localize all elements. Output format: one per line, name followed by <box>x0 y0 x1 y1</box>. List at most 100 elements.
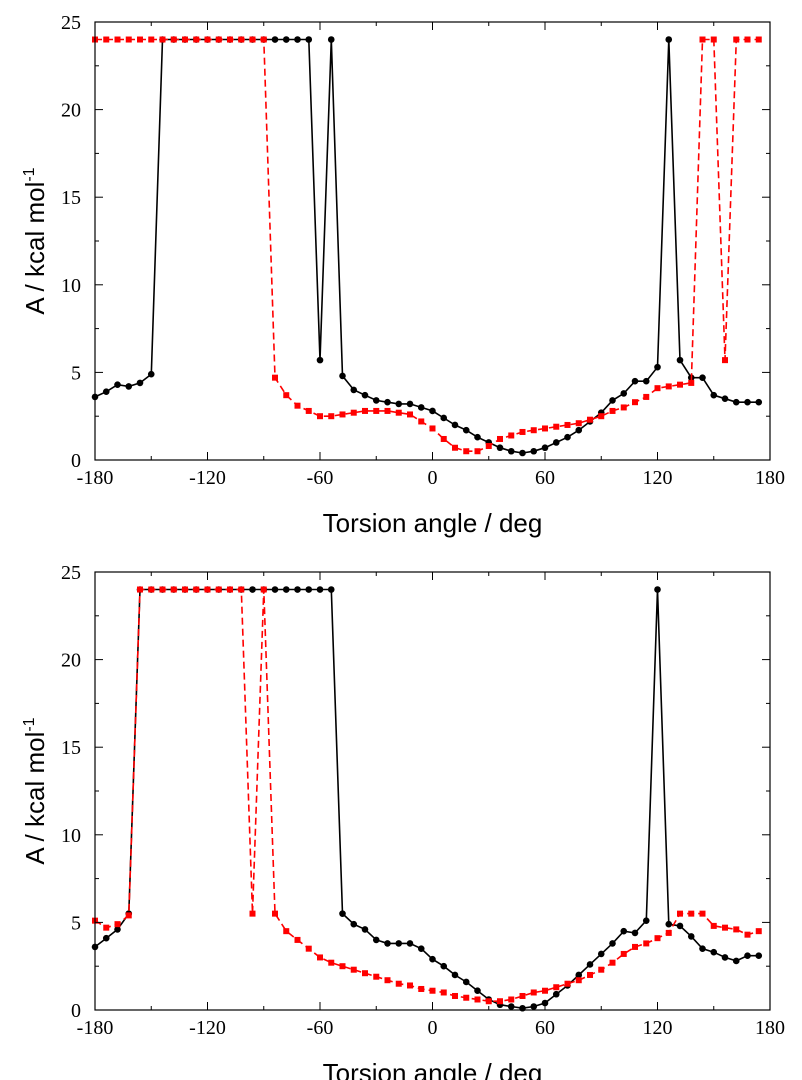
y-tick-label: 10 <box>61 825 81 847</box>
series-0-point <box>519 449 526 457</box>
series-1-point <box>733 36 740 43</box>
series-0-point <box>406 940 414 947</box>
series-1-point <box>407 411 413 418</box>
series-1-point <box>114 921 121 928</box>
series-0-point <box>282 586 290 593</box>
series-0-point <box>451 421 459 429</box>
series-1-point <box>193 586 200 593</box>
series-1-point <box>722 357 728 364</box>
series-0-point <box>507 1003 515 1010</box>
series-1-point <box>643 940 650 947</box>
series-0-point <box>136 379 144 387</box>
series-1-point <box>215 586 222 593</box>
series-0-point <box>125 383 133 390</box>
series-1-point <box>193 36 200 43</box>
series-1-point <box>339 963 346 970</box>
series-1-point <box>632 399 638 406</box>
series-0-point <box>440 414 448 422</box>
series-1-point <box>620 404 627 411</box>
y-axis-title-superscript: -1 <box>21 167 38 181</box>
series-0-point <box>384 398 391 406</box>
plot-frame <box>94 571 771 1011</box>
series-1-point <box>688 379 695 386</box>
series-1-point <box>609 959 616 966</box>
series-1-point <box>497 998 503 1005</box>
series-1-point <box>328 413 335 420</box>
series-1-point <box>283 928 290 935</box>
series-0-point <box>417 404 425 411</box>
series-1-point <box>474 448 481 455</box>
series-1-point <box>204 36 211 43</box>
series-0-point <box>327 586 335 593</box>
series-1-point <box>553 984 560 991</box>
series-0-point <box>721 395 729 402</box>
x-tick-label: -180 <box>77 467 114 489</box>
series-0-point <box>755 398 763 406</box>
series-0-point <box>316 586 324 593</box>
series-0-point <box>249 586 256 593</box>
bottom-chart: -180 -120 -60 0 60 120 180 0 5 10 15 20 25 Torsion an… <box>20 562 785 1080</box>
series-1-point <box>508 432 515 439</box>
series-1-point <box>182 36 188 43</box>
y-tick-label: 20 <box>61 100 81 122</box>
x-tick-label: 0 <box>428 467 438 489</box>
x-tick-label: 60 <box>535 1017 555 1039</box>
series-1-point <box>159 36 166 43</box>
series-0-point <box>654 363 661 371</box>
series-1-point <box>587 416 593 423</box>
series-0-point <box>406 400 414 408</box>
y-axis-title: A / kcal mol-1 <box>20 167 50 314</box>
series-0-point <box>609 940 616 947</box>
series-1-point <box>463 448 470 455</box>
series-1-point <box>170 586 177 593</box>
series-1-point <box>542 425 548 432</box>
series-1-point <box>317 954 323 961</box>
series-0-point <box>744 398 751 406</box>
x-axis-title: Torsion angle / deg <box>323 1058 543 1080</box>
series-1-point <box>677 910 683 917</box>
series-0-point <box>372 397 380 404</box>
series-0-point <box>462 978 470 986</box>
y-tick-label: 0 <box>71 1000 81 1022</box>
series-1-point <box>587 971 593 978</box>
x-tick-label: 120 <box>643 467 673 489</box>
series-1-point <box>688 910 695 917</box>
series-1-point <box>350 409 357 416</box>
series-1-point <box>305 945 312 952</box>
series-0-point <box>710 948 718 956</box>
series-1-point <box>598 413 605 420</box>
series-0-point <box>339 910 346 917</box>
series-1-point <box>260 36 267 43</box>
series-0-point <box>642 377 650 385</box>
top-chart: -180 -120 -60 0 60 120 180 0 5 10 15 20 25 Torsion an… <box>20 12 785 538</box>
series-1-point <box>665 929 672 936</box>
x-axis-title: Torsion angle / deg <box>323 508 543 538</box>
series-1-point <box>305 407 312 414</box>
series-0-point <box>699 374 706 381</box>
series-1-point <box>294 936 301 943</box>
series-1-point <box>238 36 245 43</box>
series-1-point <box>519 428 526 435</box>
series-1-point <box>137 36 143 43</box>
x-tick-label: -60 <box>307 467 334 489</box>
series-1-point <box>643 393 650 400</box>
series-0-point <box>429 407 436 415</box>
series-0-point <box>417 945 425 952</box>
plot-frame <box>94 21 771 461</box>
series-1-point <box>294 402 301 409</box>
series-0-point <box>361 926 369 933</box>
series-0-point <box>642 917 650 924</box>
series-0-point <box>541 444 549 452</box>
series-1-point <box>452 992 458 999</box>
series-1-point <box>384 977 391 984</box>
series-1-point <box>339 411 346 418</box>
series-0-point <box>327 36 335 43</box>
series-0-point <box>699 945 706 952</box>
series-0-point <box>451 971 459 979</box>
series-0-point <box>282 36 290 43</box>
series-0-point <box>507 447 515 455</box>
series-1-point <box>328 959 335 966</box>
series-1-point <box>260 586 267 593</box>
series-1-point <box>418 985 425 992</box>
